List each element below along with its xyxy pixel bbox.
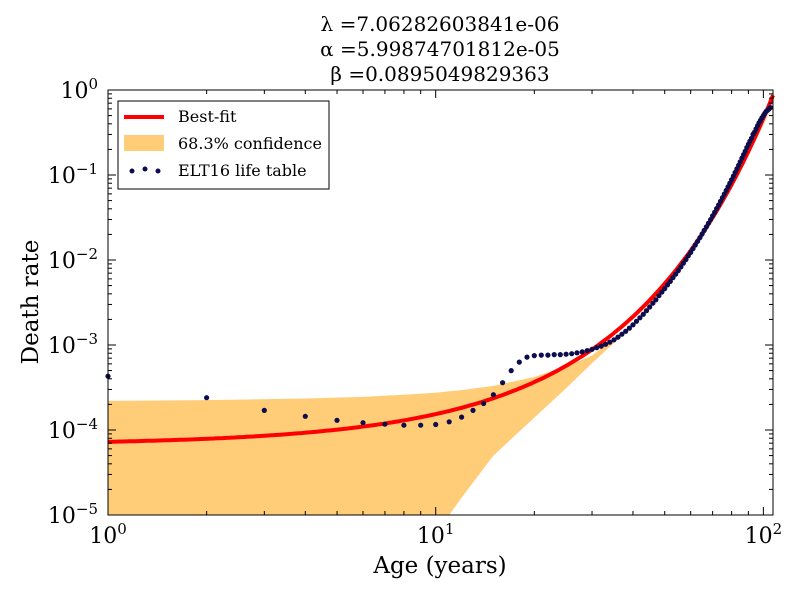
legend-label-life-table: ELT16 life table	[178, 161, 307, 180]
axis-ticks	[107, 89, 773, 516]
data-point	[619, 331, 625, 337]
data-point	[459, 414, 465, 420]
data-point	[508, 368, 514, 374]
x-tick-label: 102	[745, 520, 783, 549]
data-point	[611, 337, 617, 343]
data-point	[656, 293, 662, 299]
data-point	[302, 413, 308, 419]
title-line-beta: β =0.0895049829363	[330, 62, 549, 86]
data-point	[531, 353, 537, 359]
data-point	[574, 350, 580, 356]
data-point	[481, 400, 487, 407]
chart-title: λ =7.06282603841e-06 α =5.99874701812e-0…	[320, 12, 560, 86]
data-point	[524, 354, 530, 360]
axis-tick-labels: 100 101 102 100 10−1 10−2 10−3 10−4 10−5	[48, 75, 782, 549]
data-point	[653, 297, 659, 303]
data-point	[650, 300, 656, 306]
data-point	[673, 271, 679, 277]
legend-label-confidence: 68.3% confidence	[178, 134, 322, 153]
best-fit-line	[107, 94, 775, 444]
data-point	[360, 420, 366, 426]
data-point	[598, 343, 604, 349]
data-point	[490, 392, 496, 398]
data-point	[675, 268, 681, 274]
data-point	[446, 419, 452, 425]
data-point	[603, 341, 609, 347]
confidence-band-layer	[108, 105, 773, 516]
x-tick-label: 100	[89, 520, 127, 549]
data-point	[334, 417, 340, 423]
data-point	[688, 249, 694, 255]
data-point	[401, 422, 407, 428]
data-point	[640, 311, 646, 317]
data-point	[630, 322, 636, 328]
y-axis-label: Death rate	[18, 240, 44, 365]
data-point	[557, 352, 563, 358]
data-point	[647, 304, 653, 310]
legend: Best-fit 68.3% confidence ELT16 life tab…	[117, 100, 330, 190]
title-line-lambda: λ =7.06282603841e-06	[321, 12, 560, 36]
data-point	[584, 348, 590, 354]
data-point	[545, 352, 551, 358]
life-table-points-layer	[105, 105, 773, 428]
data-point	[551, 352, 557, 358]
legend-swatch-dot-2	[142, 166, 148, 172]
y-tick-label: 10−4	[48, 415, 98, 444]
y-tick-label: 10−5	[48, 500, 98, 529]
plot-frame	[107, 89, 774, 516]
y-tick-label: 10−1	[48, 160, 98, 189]
data-point	[667, 278, 673, 284]
data-point	[500, 380, 506, 386]
legend-swatch-dot-1	[129, 168, 135, 174]
data-point	[615, 334, 621, 340]
y-tick-label: 100	[60, 75, 98, 104]
data-point	[382, 421, 388, 427]
data-point	[261, 407, 267, 413]
title-line-alpha: α =5.99874701812e-05	[320, 37, 560, 61]
data-point	[767, 105, 773, 111]
y-tick-label: 10−3	[48, 330, 98, 359]
x-tick-label: 101	[417, 520, 455, 549]
data-point	[538, 352, 544, 358]
data-point	[607, 339, 613, 345]
data-point	[664, 282, 671, 288]
data-point	[589, 346, 595, 352]
data-point	[683, 257, 689, 263]
data-point	[204, 395, 210, 401]
y-tick-label: 10−2	[48, 245, 98, 274]
best-fit-line-layer	[107, 94, 775, 444]
data-point	[569, 351, 575, 357]
data-point	[594, 345, 600, 351]
data-point	[623, 328, 629, 334]
data-point	[662, 286, 668, 292]
data-point	[633, 318, 640, 324]
data-point	[433, 421, 439, 428]
data-point	[516, 359, 522, 365]
confidence-band	[108, 105, 773, 516]
legend-swatch-dot-3	[155, 168, 161, 174]
data-point	[643, 308, 650, 314]
data-point	[748, 135, 755, 141]
x-axis-label: Age (years)	[372, 553, 506, 579]
data-point	[563, 351, 569, 357]
data-point	[637, 315, 643, 321]
legend-label-best-fit: Best-fit	[178, 107, 237, 126]
legend-swatch-confidence	[124, 135, 164, 151]
data-point	[470, 407, 476, 413]
data-point	[579, 349, 585, 355]
data-point	[626, 325, 633, 331]
data-point	[418, 422, 424, 428]
data-point	[678, 264, 684, 270]
